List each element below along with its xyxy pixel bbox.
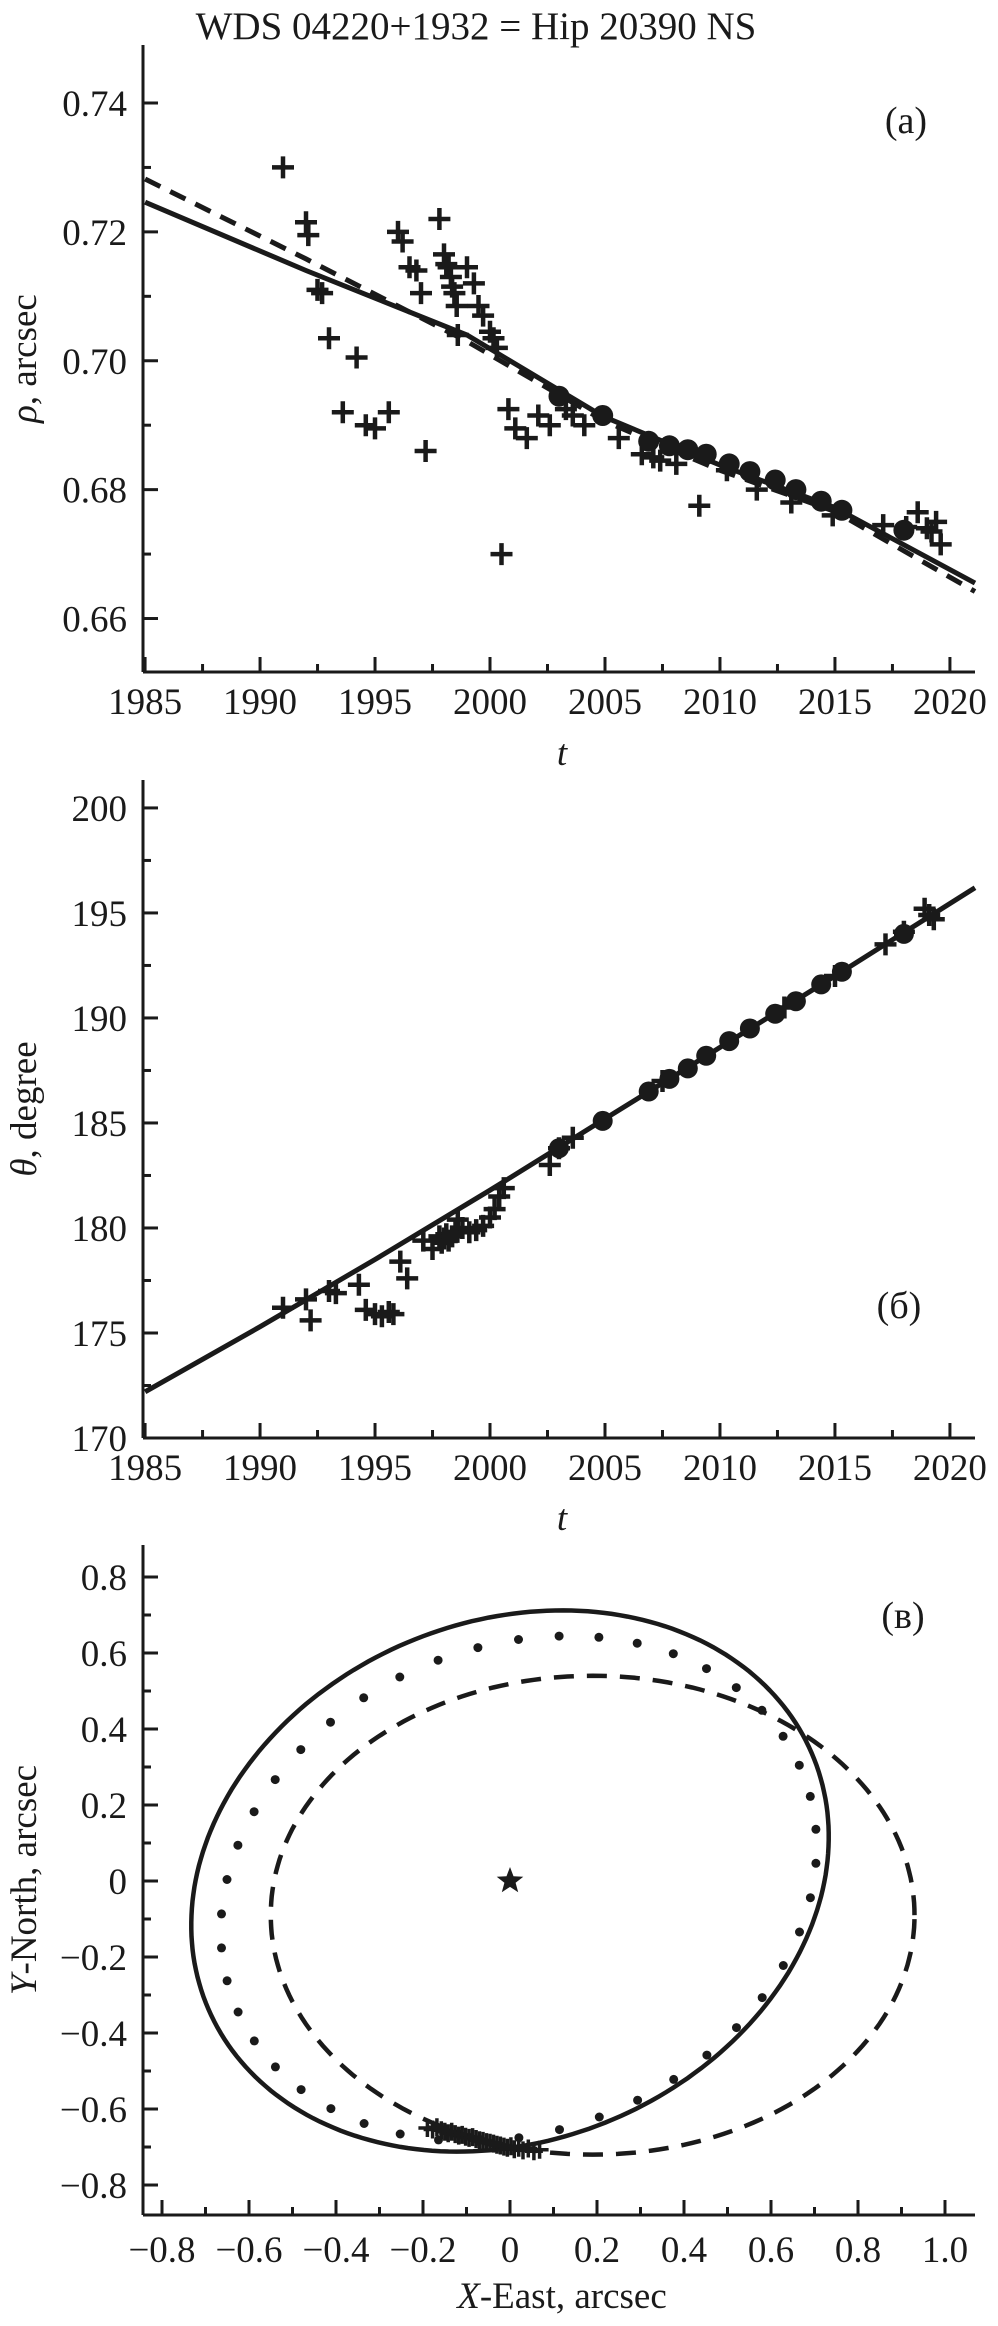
svg-text:175: 175 xyxy=(72,1314,128,1355)
svg-text:−0.4: −0.4 xyxy=(302,2230,369,2271)
svg-text:195: 195 xyxy=(72,894,128,935)
svg-text:0.72: 0.72 xyxy=(62,213,127,254)
svg-text:0.2: 0.2 xyxy=(81,1786,127,1827)
svg-text:185: 185 xyxy=(72,1104,128,1145)
svg-text:2020: 2020 xyxy=(913,682,987,723)
svg-text:0.70: 0.70 xyxy=(62,342,127,383)
svg-text:0.74: 0.74 xyxy=(62,84,127,125)
svg-text:180: 180 xyxy=(72,1209,128,1250)
svg-text:2015: 2015 xyxy=(798,682,872,723)
svg-text:1985: 1985 xyxy=(108,682,182,723)
panel-v-orbit-ellipse-solid xyxy=(189,1608,831,2154)
svg-text:0: 0 xyxy=(501,2230,520,2271)
panel-a-x-axis-title: t xyxy=(557,733,569,774)
panel-v-x-axis-title: X-East, arcsec xyxy=(455,2276,667,2317)
panel-v-axes xyxy=(141,1545,975,2217)
svg-text:2000: 2000 xyxy=(453,682,527,723)
panel-a-measurements-crosses xyxy=(272,156,952,566)
svg-text:−0.4: −0.4 xyxy=(60,2014,127,2055)
svg-text:0: 0 xyxy=(109,1862,128,1903)
svg-text:1.0: 1.0 xyxy=(922,2230,968,2271)
panel-a-mean-positions-circles xyxy=(548,385,915,541)
svg-text:0.8: 0.8 xyxy=(835,2230,881,2271)
panel-a-orbit-fit-dashed xyxy=(143,176,977,594)
panel-a-y-axis-title: ρ, arcsec xyxy=(4,294,45,424)
svg-text:−0.6: −0.6 xyxy=(60,2090,127,2131)
svg-text:0.4: 0.4 xyxy=(661,2230,707,2271)
svg-text:1995: 1995 xyxy=(338,1448,412,1489)
svg-text:2015: 2015 xyxy=(798,1448,872,1489)
panel-a: 1985 1990 1995 2000 2005 2010 2015 2020 0.74 0.72… xyxy=(4,45,987,774)
svg-text:2020: 2020 xyxy=(913,1448,987,1489)
svg-text:−0.8: −0.8 xyxy=(128,2230,195,2271)
svg-text:170: 170 xyxy=(72,1419,128,1460)
svg-text:2000: 2000 xyxy=(453,1448,527,1489)
panel-b-y-axis-title: θ, degree xyxy=(4,1041,45,1176)
panel-b: 1985 1990 1995 2000 2005 2010 2015 2020 200 195 19… xyxy=(4,780,987,1539)
panel-b-axes xyxy=(141,780,975,1440)
svg-text:200: 200 xyxy=(72,789,128,830)
panel-b-measurements-crosses xyxy=(272,897,945,1332)
svg-text:0.6: 0.6 xyxy=(81,1634,127,1675)
svg-text:1990: 1990 xyxy=(223,1448,297,1489)
panel-b-mean-positions-circles xyxy=(549,923,914,1159)
panel-b-x-axis-title: t xyxy=(557,1498,569,1539)
panel-a-tick-labels: 1985 1990 1995 2000 2005 2010 2015 2020 0.74 0.72… xyxy=(62,84,987,723)
svg-text:1990: 1990 xyxy=(223,682,297,723)
svg-text:0.4: 0.4 xyxy=(81,1710,127,1751)
svg-text:0.6: 0.6 xyxy=(748,2230,794,2271)
svg-text:1985: 1985 xyxy=(108,1448,182,1489)
panel-v-y-axis-title: Y-North, arcsec xyxy=(4,1765,45,1995)
panel-v-orbit-ellipse-dashed xyxy=(268,1673,917,2157)
svg-text:2005: 2005 xyxy=(568,1448,642,1489)
svg-text:190: 190 xyxy=(72,999,128,1040)
panel-v-measurements-crosses xyxy=(418,2118,549,2161)
svg-text:0.8: 0.8 xyxy=(81,1558,127,1599)
panel-v-tick-labels: −0.8 −0.6 −0.4 −0.2 0 0.2 0.4 0.6 0.8 1.0 0.8 0.6 0.… xyxy=(60,1558,968,2271)
panel-b-label: (б) xyxy=(877,1285,922,1327)
panel-a-axes xyxy=(141,45,975,674)
svg-text:0.66: 0.66 xyxy=(62,600,127,641)
svg-text:−0.8: −0.8 xyxy=(60,2166,127,2207)
svg-text:2010: 2010 xyxy=(683,682,757,723)
panel-v-label: (в) xyxy=(881,1595,924,1637)
panel-a-label: (a) xyxy=(885,100,927,142)
svg-text:−0.2: −0.2 xyxy=(60,1938,127,1979)
panel-v-orbit-ellipse-dotted xyxy=(217,1631,821,2146)
svg-text:−0.2: −0.2 xyxy=(389,2230,456,2271)
panel-b-tick-labels: 1985 1990 1995 2000 2005 2010 2015 2020 200 195 19… xyxy=(72,789,987,1489)
svg-text:2010: 2010 xyxy=(683,1448,757,1489)
svg-text:0.68: 0.68 xyxy=(62,471,127,512)
svg-text:0.2: 0.2 xyxy=(574,2230,620,2271)
panel-v-primary-star xyxy=(496,1867,524,1893)
panel-v: −0.8 −0.6 −0.4 −0.2 0 0.2 0.4 0.6 0.8 1.0 0.8 0.6 0.… xyxy=(4,1545,975,2317)
figure-title: WDS 04220+1932 = Hip 20390 NS xyxy=(195,5,757,48)
svg-text:2005: 2005 xyxy=(568,682,642,723)
svg-text:−0.6: −0.6 xyxy=(215,2230,282,2271)
svg-text:1995: 1995 xyxy=(338,682,412,723)
